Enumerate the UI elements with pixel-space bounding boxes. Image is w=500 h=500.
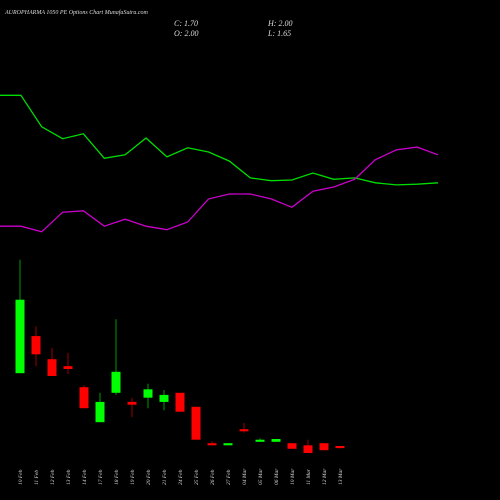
x-tick-label: 11 Feb (34, 470, 40, 485)
x-tick-label: 05 Mar (258, 468, 264, 485)
candle-body (111, 371, 121, 393)
x-tick-label: 11 Mar (306, 468, 312, 485)
candle-body (271, 439, 281, 442)
candle-body (127, 401, 137, 405)
chart-title: AUROPHARMA 1050 PE Options Chart MunafaS… (4, 9, 149, 16)
x-tick-label: 25 Feb (194, 469, 200, 485)
stat: C: 1.70 (174, 19, 198, 28)
candle-body (63, 366, 73, 369)
stat: H: 2.00 (267, 19, 292, 28)
x-tick-label: 04 Mar (241, 468, 248, 485)
candle-body (31, 336, 41, 355)
candle-body (47, 359, 57, 376)
candle-body (95, 401, 105, 423)
candle-body (191, 406, 201, 440)
x-tick-label: 24 Feb (177, 469, 184, 485)
candle-body (255, 439, 265, 442)
x-tick-label: 14 Feb (81, 469, 88, 485)
candle-body (79, 387, 89, 409)
candle-body (223, 443, 233, 446)
x-tick-label: 20 Feb (146, 469, 152, 485)
x-tick-label: 12 Feb (50, 469, 56, 485)
x-tick-label: 26 Feb (210, 469, 216, 485)
x-tick-label: 13 Feb (66, 469, 72, 485)
candle-body (143, 389, 153, 398)
candle-body (239, 429, 249, 432)
indicator-line (0, 146, 439, 233)
x-tick-label: 10 Feb (18, 469, 24, 485)
candle-body (335, 446, 345, 449)
stat: L: 1.65 (267, 29, 291, 38)
x-tick-label: 27 Feb (226, 469, 232, 485)
x-tick-label: 21 Feb (162, 469, 168, 485)
candle-body (175, 392, 185, 412)
x-tick-label: 17 Feb (98, 469, 104, 485)
x-tick-label: 19 Feb (130, 469, 136, 485)
indicator-line (0, 94, 439, 186)
candle-body (319, 443, 329, 451)
candle-body (303, 445, 313, 453)
x-tick-label: 18 Feb (114, 469, 120, 485)
stat: O: 2.00 (174, 29, 198, 38)
candle-body (159, 394, 169, 402)
x-tick-label: 06 Mar (274, 468, 280, 485)
x-tick-label: 13 Mar (338, 468, 344, 485)
x-tick-label: 12 Mar (322, 468, 328, 485)
candle-body (207, 443, 217, 446)
x-tick-label: 10 Mar (290, 468, 296, 485)
candle-body (287, 443, 297, 449)
candle-body (15, 299, 25, 374)
